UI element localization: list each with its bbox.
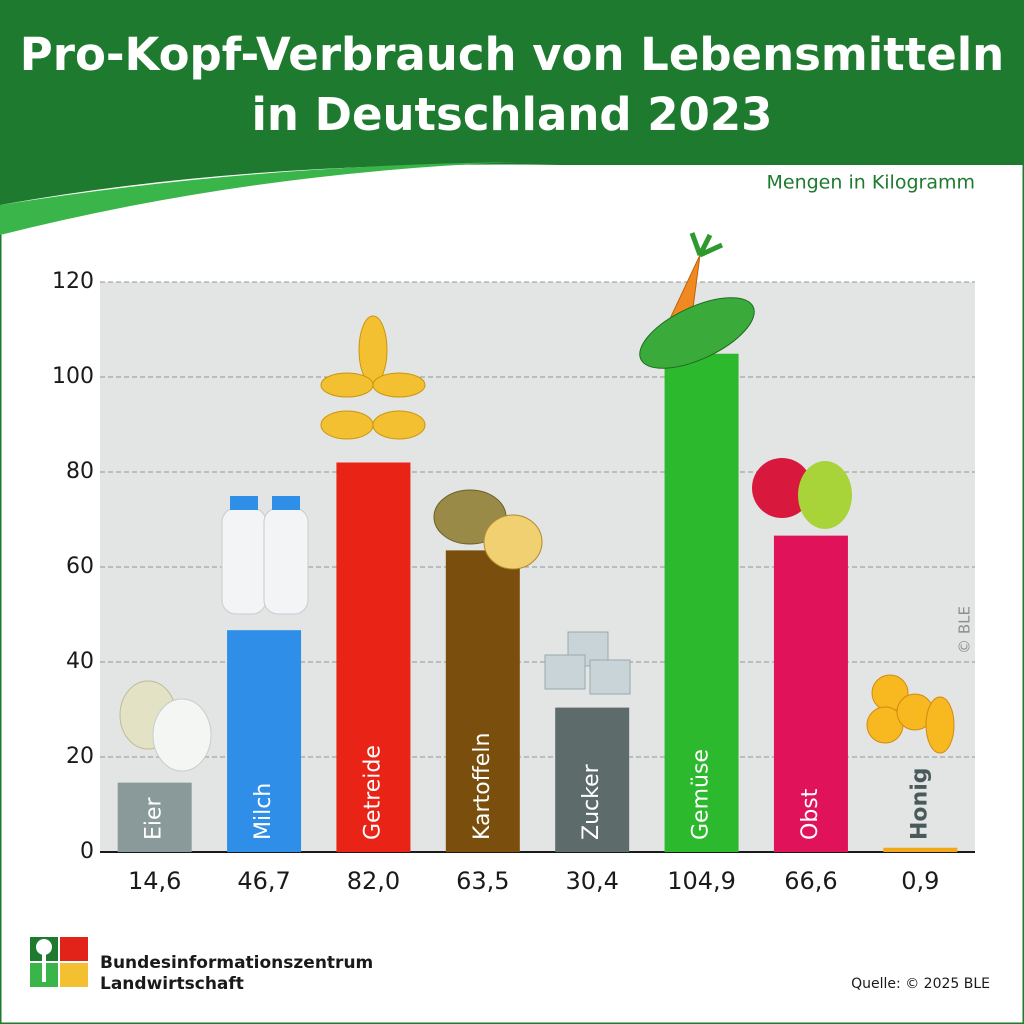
icon-sugar xyxy=(544,631,631,695)
icon-potatoes xyxy=(433,489,543,570)
category-label: Getreide xyxy=(360,745,385,840)
y-tick-label: 120 xyxy=(52,269,94,294)
bar xyxy=(664,353,739,852)
category-label: Zucker xyxy=(579,763,604,840)
subtitle: Mengen in Kilogramm xyxy=(767,172,976,194)
bar xyxy=(336,462,411,852)
bar xyxy=(773,535,848,852)
category-label: Honig xyxy=(907,768,932,840)
org-name: Bundesinformationszentrum xyxy=(100,953,373,973)
category-label: Eier xyxy=(142,796,167,840)
header-band xyxy=(0,0,1024,205)
category-label: Obst xyxy=(798,788,823,840)
chart-title: Pro-Kopf-Verbrauch von Lebensmitteln xyxy=(20,28,1004,81)
bar xyxy=(883,847,958,852)
bar xyxy=(227,630,302,852)
y-tick-label: 100 xyxy=(52,364,94,389)
y-tick-label: 40 xyxy=(66,649,94,674)
category-label: Gemüse xyxy=(689,749,714,840)
y-tick-label: 20 xyxy=(66,744,94,769)
copyright: © BLE xyxy=(956,606,974,654)
category-label: Kartoffeln xyxy=(470,733,495,840)
y-tick-label: 60 xyxy=(66,554,94,579)
value-label: 0,9 xyxy=(901,867,939,895)
value-label: 104,9 xyxy=(667,867,736,895)
icon-grain xyxy=(320,315,426,440)
value-label: 14,6 xyxy=(128,867,181,895)
logo xyxy=(30,937,88,987)
bar xyxy=(117,782,192,852)
chart-title: in Deutschland 2023 xyxy=(252,88,773,141)
value-label: 46,7 xyxy=(237,867,290,895)
value-label: 82,0 xyxy=(347,867,400,895)
org-name: Landwirtschaft xyxy=(100,974,244,994)
icon-fruit xyxy=(752,458,852,529)
bar xyxy=(555,707,630,852)
source: Quelle: © 2025 BLE xyxy=(851,976,990,992)
icon-eggs xyxy=(119,680,212,772)
value-label: 30,4 xyxy=(565,867,618,895)
header-swoosh xyxy=(0,162,520,235)
icon-honey xyxy=(866,674,955,754)
y-tick-label: 80 xyxy=(66,459,94,484)
y-tick-label: 0 xyxy=(80,839,94,864)
icon-milk xyxy=(221,496,309,615)
bar xyxy=(445,550,520,852)
category-label: Milch xyxy=(251,783,276,840)
icon-vegetables xyxy=(639,232,755,369)
value-label: 63,5 xyxy=(456,867,509,895)
value-label: 66,6 xyxy=(784,867,837,895)
